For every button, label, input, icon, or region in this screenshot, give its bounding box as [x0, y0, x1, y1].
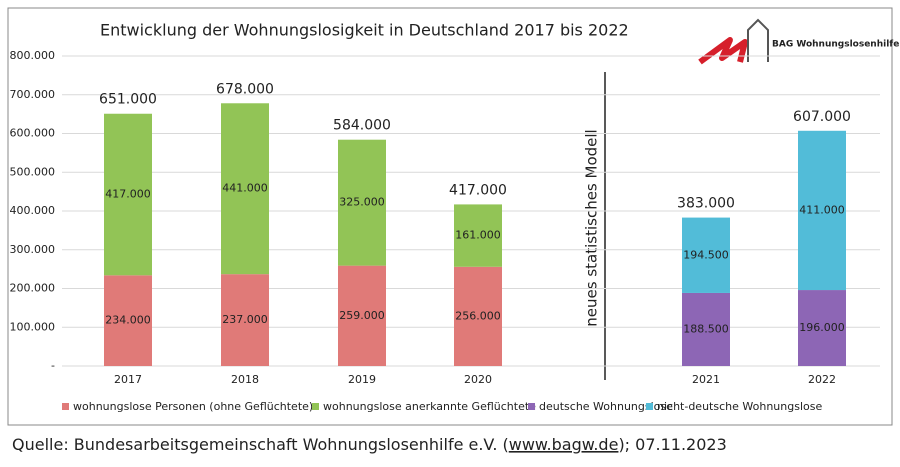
chart-title: Entwicklung der Wohnungslosigkeit in Deu…: [100, 21, 629, 40]
y-tick-label: 400.000: [10, 204, 56, 217]
legend-label: wohnungslose Personen (ohne Geflüchtete): [73, 400, 313, 413]
legend-label: deutsche Wohnungslose: [539, 400, 673, 413]
legend-label: wohnungslose anerkannte Geflüchtete: [323, 400, 536, 413]
y-tick-label: 300.000: [10, 243, 56, 256]
x-tick-label: 2019: [348, 373, 376, 386]
data-label: 196.000: [799, 321, 845, 334]
data-label: 188.500: [683, 322, 729, 335]
y-tick-label: 600.000: [10, 127, 56, 140]
bar-segment: [221, 103, 269, 275]
data-label: 411.000: [799, 203, 845, 216]
legend-swatch: [528, 403, 535, 410]
y-tick-label: 800.000: [10, 49, 56, 62]
x-tick-label: 2017: [114, 373, 142, 386]
data-label: 441.000: [222, 182, 268, 195]
legend-label: nicht-deutsche Wohnungslose: [657, 400, 822, 413]
bar-segment: [338, 139, 386, 266]
data-label: 256.000: [455, 309, 501, 322]
total-label: 678.000: [216, 81, 274, 97]
data-label: 194.500: [683, 248, 729, 261]
x-tick-label: 2020: [464, 373, 492, 386]
y-tick-label: 500.000: [10, 165, 56, 178]
bar-segment: [798, 290, 846, 366]
source: Quelle: Bundesarbeitsgemeinschaft Wohnun…: [12, 435, 727, 454]
bar-segment: [221, 274, 269, 366]
total-label: 383.000: [677, 196, 735, 212]
source-prefix: Quelle: Bundesarbeitsgemeinschaft Wohnun…: [12, 435, 509, 454]
y-tick-label: -: [51, 359, 55, 372]
x-tick-label: 2018: [231, 373, 259, 386]
bar-segment: [798, 130, 846, 291]
data-label: 417.000: [105, 188, 151, 201]
total-label: 584.000: [333, 118, 391, 134]
data-label: 325.000: [339, 196, 385, 209]
logo: BAG Wohnungslosenhilfe e.V.: [698, 18, 900, 65]
logo-text: BAG Wohnungslosenhilfe e.V.: [772, 40, 900, 50]
total-label: 607.000: [793, 109, 851, 125]
data-label: 259.000: [339, 309, 385, 322]
bar-segment: [104, 113, 152, 276]
frame: [7, 7, 893, 426]
bar-segment: [682, 217, 730, 293]
legend-swatch: [646, 403, 653, 410]
y-tick-label: 200.000: [10, 282, 56, 295]
bar-segment: [454, 266, 502, 366]
data-label: 237.000: [222, 313, 268, 326]
bar-segment: [454, 204, 502, 267]
y-tick-label: 700.000: [10, 88, 56, 101]
total-label: 651.000: [99, 92, 157, 108]
data-label: 161.000: [455, 229, 501, 242]
bar-segment: [104, 275, 152, 366]
x-tick-label: 2022: [808, 373, 836, 386]
data-label: 234.000: [105, 314, 151, 327]
source-link[interactable]: www.bagw.de: [509, 435, 619, 454]
bar-segment: [338, 265, 386, 366]
bar-segment: [682, 292, 730, 366]
y-tick-label: 100.000: [10, 320, 56, 333]
legend-swatch: [312, 403, 319, 410]
legend-swatch: [62, 403, 69, 410]
x-tick-label: 2021: [692, 373, 720, 386]
annotation: neues statistisches Modell: [583, 129, 601, 326]
source-suffix: ); 07.11.2023: [618, 435, 726, 454]
total-label: 417.000: [449, 182, 507, 198]
